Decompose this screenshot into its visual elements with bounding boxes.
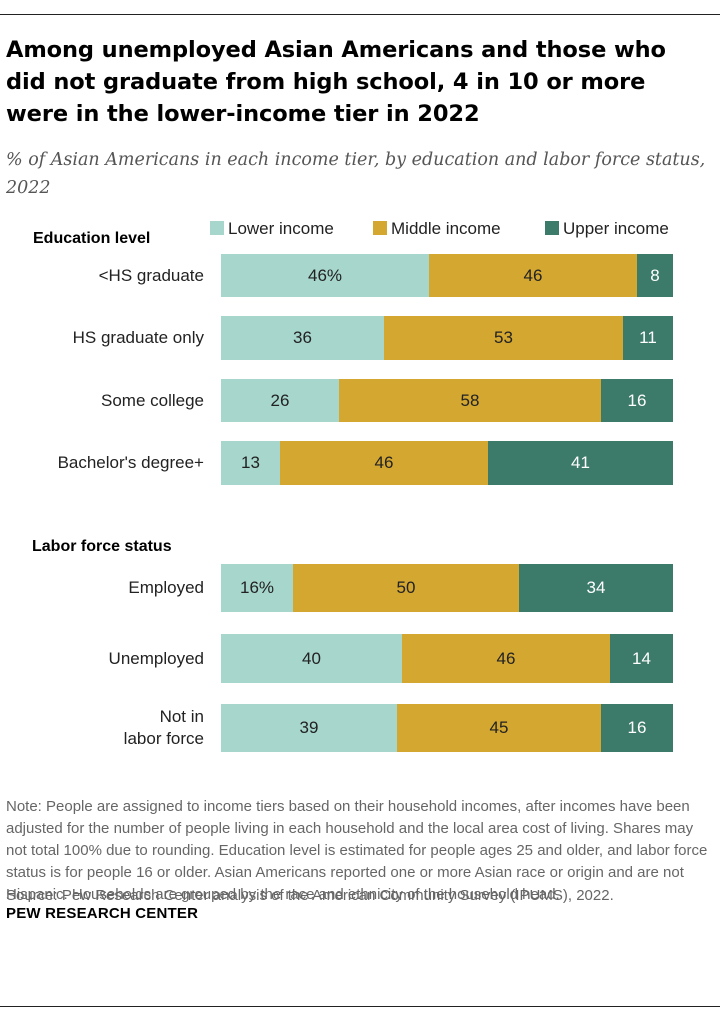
data-label: 45 <box>489 718 509 737</box>
footnote: Note: People are assigned to income tier… <box>6 798 708 903</box>
data-label: 16 <box>627 718 647 737</box>
data-label: 50 <box>396 578 416 597</box>
data-label: 40 <box>302 648 321 668</box>
data-label: 14 <box>632 648 651 668</box>
bar-hs-graduate: 46% 46 8 <box>221 254 673 297</box>
bar-segment-upper: 16 <box>601 704 673 752</box>
bar-segment-lower: 26 <box>221 379 339 422</box>
bar-segment-lower: 46% <box>221 254 429 297</box>
legend-swatch-upper <box>545 221 559 235</box>
data-label: 16 <box>627 390 647 410</box>
data-label: 58 <box>460 390 480 410</box>
bar-segment-upper: 14 <box>610 634 673 683</box>
bar-segment-lower: 16% <box>221 564 293 612</box>
legend-label-middle: Middle income <box>391 219 501 238</box>
data-label: 41 <box>571 453 590 472</box>
bar-segment-lower: 39 <box>221 704 397 752</box>
row-label-bachelor-s-degree: Bachelor's degree+ <box>57 453 204 472</box>
legend-item-middle: Middle income <box>373 218 501 240</box>
bottom-rule <box>0 1006 720 1007</box>
bar-segment-middle: 46 <box>280 441 488 485</box>
data-label: 53 <box>494 328 513 347</box>
section-title-labor-force-status: Labor force status <box>32 538 172 555</box>
bar-segment-upper: 11 <box>623 316 673 360</box>
bar-hs-graduate-only: 36 53 11 <box>221 316 673 360</box>
bar-segment-middle: 50 <box>293 564 519 612</box>
bar-segment-middle: 58 <box>339 379 601 422</box>
row-label-hs-graduate: <HS graduate <box>98 265 204 285</box>
bar-segment-upper: 41 <box>488 441 673 485</box>
legend-item-upper: Upper income <box>545 218 669 240</box>
data-label: 34 <box>586 578 606 597</box>
legend-label-lower: Lower income <box>228 219 334 238</box>
data-label: 13 <box>241 453 260 472</box>
bar-segment-upper: 8 <box>637 254 673 297</box>
legend-swatch-lower <box>210 221 224 235</box>
bar-segment-upper: 16 <box>601 379 673 422</box>
legend-item-lower: Lower income <box>210 218 334 240</box>
bar-segment-middle: 46 <box>429 254 637 297</box>
section-title-education-level: Education level <box>33 230 151 247</box>
top-rule <box>0 14 720 15</box>
row-label-not-in-labor-force: Not in labor force <box>123 707 204 748</box>
bar-not-in-labor-force: 39 45 16 <box>221 704 673 752</box>
data-label: 46 <box>374 453 394 472</box>
row-label-hs-graduate-only: HS graduate only <box>72 328 204 347</box>
chart-title: Among unemployed Asian Americans and tho… <box>6 37 666 127</box>
bar-segment-middle: 46 <box>402 634 610 683</box>
data-label: 16% <box>239 578 275 597</box>
bar-bachelor-s-degree: 13 46 41 <box>221 441 673 485</box>
legend-label-upper: Upper income <box>563 219 669 238</box>
bar-employed: 16% 50 34 <box>221 564 673 612</box>
data-label: 11 <box>639 328 657 347</box>
data-label: 8 <box>650 265 660 285</box>
bar-segment-lower: 36 <box>221 316 384 360</box>
data-label: 39 <box>299 718 319 737</box>
data-label: 46 <box>496 648 516 668</box>
bar-segment-lower: 13 <box>221 441 280 485</box>
bar-segment-upper: 34 <box>519 564 673 612</box>
bar-segment-middle: 53 <box>384 316 623 360</box>
data-label: 26 <box>270 390 290 410</box>
legend-swatch-middle <box>373 221 387 235</box>
data-label: 36 <box>293 328 312 347</box>
bar-some-college: 26 58 16 <box>221 379 673 422</box>
brand-logo-text: PEW RESEARCH CENTER <box>6 905 199 922</box>
data-label: 46 <box>523 265 543 285</box>
row-label-employed: Employed <box>128 578 204 597</box>
bar-segment-middle: 45 <box>397 704 601 752</box>
bar-unemployed: 40 46 14 <box>221 634 673 683</box>
row-label-unemployed: Unemployed <box>108 648 204 668</box>
bar-segment-lower: 40 <box>221 634 402 683</box>
source-line: Source: Pew Research Center analysis of … <box>6 887 614 904</box>
chart-subtitle: % of Asian Americans in each income tier… <box>6 150 706 198</box>
data-label: 46% <box>307 265 343 285</box>
row-label-some-college: Some college <box>100 390 204 410</box>
